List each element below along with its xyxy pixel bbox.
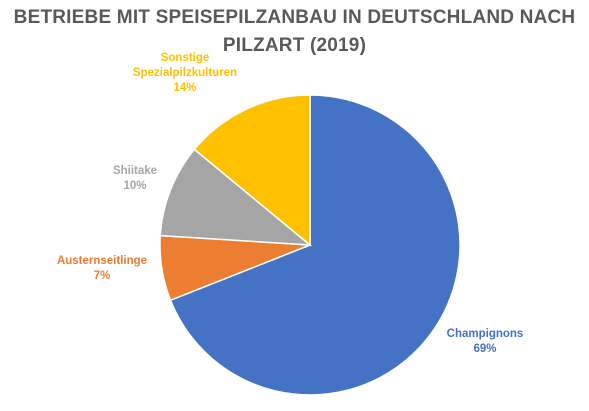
slice-name-sonstige-line-1: Sonstige — [160, 52, 210, 64]
slice-label-austernseitlinge: Austernseitlinge 7% — [42, 254, 162, 284]
slice-name-sonstige-line-2: Spezialpilzkulturen — [132, 67, 238, 79]
pie-slice-sonstige — [193, 94, 311, 247]
slice-percent-champignons: 69% — [473, 343, 497, 355]
slice-name-austernseitlinge: Austernseitlinge — [56, 255, 148, 267]
slice-percent-sonstige: 14% — [173, 82, 197, 94]
chart-title-line-1: BETRIEBE MIT SPEISEPILZANBAU IN DEUTSCHL… — [13, 7, 576, 28]
slice-label-sonstige: Sonstige Spezialpilzkulturen 14% — [110, 51, 260, 96]
chart-title-line-2: PILZART (2019) — [222, 35, 367, 56]
slice-label-champignons: Champignons 69% — [425, 327, 545, 357]
slice-percent-austernseitlinge: 7% — [93, 270, 111, 282]
slice-name-champignons: Champignons — [446, 328, 524, 340]
pie-slice-shiitake — [159, 148, 313, 246]
slice-name-shiitake: Shiitake — [112, 165, 158, 177]
slice-percent-shiitake: 10% — [123, 180, 147, 192]
chart-title: BETRIEBE MIT SPEISEPILZANBAU IN DEUTSCHL… — [0, 4, 589, 60]
slice-label-shiitake: Shiitake 10% — [95, 164, 175, 194]
pie-slice-champignons — [169, 94, 461, 396]
